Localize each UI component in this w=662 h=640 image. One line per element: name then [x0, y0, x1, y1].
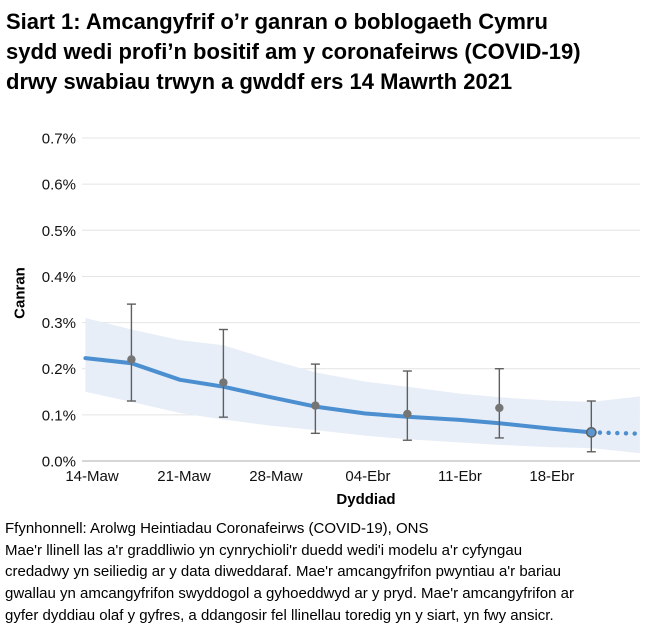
point-estimate	[127, 355, 136, 364]
note-line-2: credadwy yn seiliedig ar y data diweddar…	[5, 563, 562, 581]
y-tick-label: 0.6%	[42, 177, 76, 194]
y-axis-title: Canran	[11, 267, 29, 319]
confidence-band	[85, 318, 640, 454]
x-tick-label: 11-Ebr	[438, 468, 482, 485]
source-line: Ffynhonnell: Arolwg Heintiadau Coronafei…	[5, 520, 429, 537]
chart-title-line-3: drwy swabiau trwyn a gwddf ers 14 Mawrth…	[6, 69, 513, 94]
x-tick-label: 14-Maw	[65, 468, 119, 485]
note-line-1: Mae'r llinell las a'r graddliwio yn cynr…	[5, 541, 523, 559]
point-estimate	[403, 409, 412, 419]
error-bar	[218, 328, 228, 418]
chart-title-line-1: Siart 1: Amcangyfrif o’r ganran o boblog…	[6, 9, 548, 34]
trend-line	[83, 356, 594, 435]
note-line-4: gyfer dyddiau olaf y gyfres, a ddangosir…	[5, 606, 554, 624]
x-axis-title: Dyddiad	[336, 491, 396, 508]
point-estimate	[495, 403, 504, 413]
point-estimate	[585, 427, 597, 438]
y-tick-label: 0.3%	[42, 315, 76, 332]
point-estimate	[219, 378, 228, 387]
error-bar	[494, 368, 504, 439]
y-tick-label: 0.2%	[42, 361, 76, 378]
y-tick-labels: 0.0% 0.1% 0.2% 0.3% 0.4% 0.5% 0.6% 0.7%	[42, 131, 76, 471]
y-tick-label: 0.0%	[42, 454, 76, 471]
error-bar	[126, 303, 136, 402]
x-tick-label: 21-Maw	[157, 468, 211, 485]
y-tick-label: 0.7%	[42, 131, 76, 148]
error-bar	[586, 400, 596, 453]
y-tick-label: 0.1%	[42, 407, 76, 424]
x-tick-label: 28-Maw	[249, 468, 303, 485]
error-bar	[310, 363, 320, 435]
y-tick-label: 0.5%	[42, 223, 76, 240]
x-tick-label: 04-Ebr	[345, 468, 390, 485]
error-bar	[402, 370, 412, 441]
chart-title-line-2: sydd wedi profi’n bositif am y coronafei…	[6, 39, 581, 64]
note-line-3: gwallau yn amcangyfrifon swyddogol a gyh…	[5, 585, 574, 603]
chart-footer: Ffynhonnell: Arolwg Heintiadau Coronafei…	[5, 518, 574, 627]
x-tick-label: 18-Ebr	[529, 468, 574, 485]
point-estimate	[311, 401, 320, 410]
chart-title: Siart 1: Amcangyfrif o’r ganran o boblog…	[6, 7, 581, 97]
trend-line-dotted	[597, 430, 645, 436]
y-tick-label: 0.4%	[42, 269, 76, 286]
x-tick-labels: 14-Maw 21-Maw 28-Maw 04-Ebr 11-Ebr 18-Ebr	[65, 468, 574, 485]
